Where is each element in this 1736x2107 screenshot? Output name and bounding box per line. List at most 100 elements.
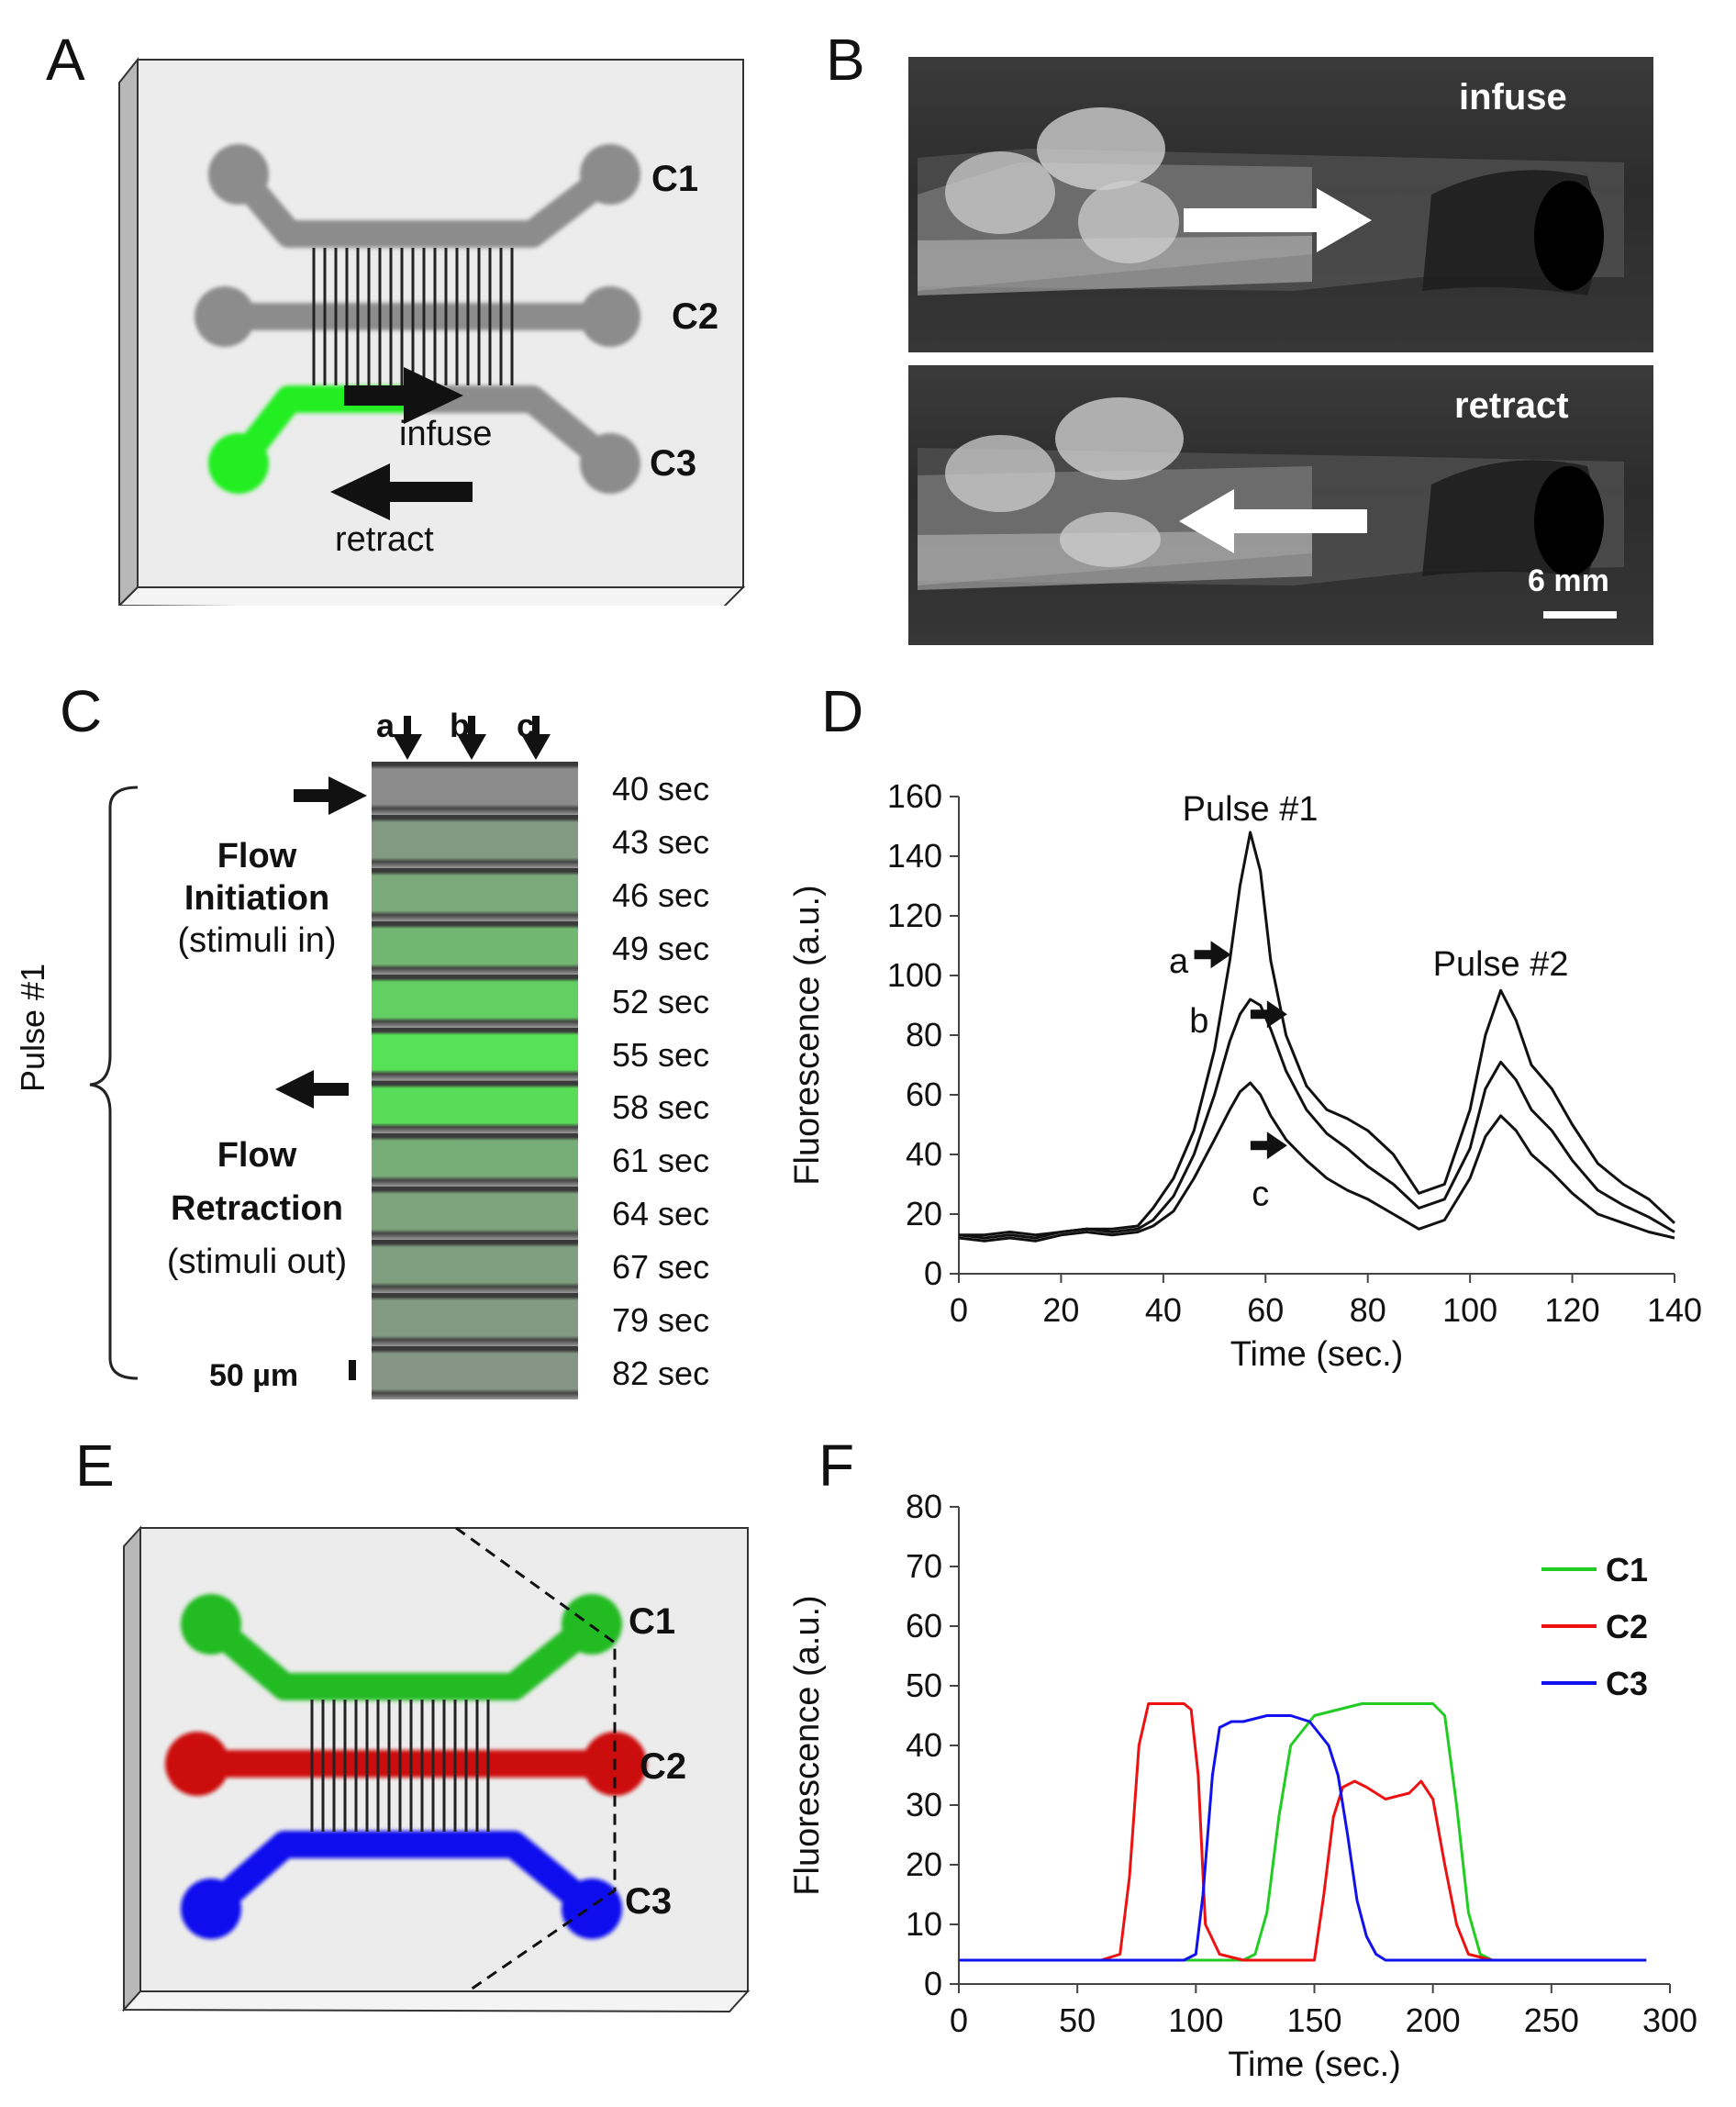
photo-infuse: infuse (908, 57, 1653, 352)
chart-d: 0 20 40 60 80 100 120 140 160 0 20 40 60 80 100 120 140 T… (788, 777, 1702, 1374)
y-tick-label: 100 (887, 956, 942, 994)
infuse-arrow (344, 367, 463, 424)
x-tick-label: 300 (1642, 2001, 1697, 2039)
initiation-arrow (294, 776, 367, 815)
panel-letter-d: D (821, 678, 864, 744)
scale-label-50um: 50 µm (209, 1358, 299, 1393)
micrograph-strip (372, 1293, 578, 1347)
time-label: 49 sec (612, 929, 710, 967)
x-tick-label: 150 (1286, 2001, 1341, 2039)
chip-diagram-e: C1 C2 C3 (121, 1525, 751, 2013)
annotation-label-a: a (1169, 942, 1189, 981)
micrograph-strip (372, 1080, 578, 1134)
micrograph-strip (372, 1027, 578, 1081)
down-arrow-b (457, 716, 486, 760)
y-tick-label: 50 (906, 1667, 942, 1704)
micrograph-strip (372, 867, 578, 921)
x-tick-label: 20 (1042, 1291, 1079, 1329)
pointer-arrow-c (1250, 1132, 1287, 1160)
photo-infuse-illustration (918, 107, 1624, 295)
x-tick-label: 100 (1168, 2001, 1223, 2039)
micrograph-strip (372, 974, 578, 1028)
micrograph-strip (372, 1346, 578, 1399)
y-axis-label: Fluorescence (a.u.) (788, 885, 827, 1185)
port-c2-left (195, 286, 255, 347)
initiation-title-2: Initiation (184, 879, 330, 918)
port-c2-right (580, 286, 640, 347)
retract-label: retract (335, 520, 434, 559)
column-label-a: a (376, 707, 395, 744)
chip-diagram-a: infuse retract C1 C2 C3 (117, 57, 746, 606)
infuse-photo-label: infuse (1459, 77, 1567, 117)
x-tick-label: 0 (950, 2001, 968, 2039)
pulse-label-c: Pulse #1 (14, 963, 51, 1092)
time-label: 61 sec (612, 1142, 710, 1180)
x-tick-label: 100 (1442, 1291, 1497, 1329)
channel-c1 (228, 163, 619, 248)
x-tick-label: 40 (1145, 1291, 1182, 1329)
annotation-label-b: b (1189, 1002, 1208, 1041)
initiation-sub: (stimuli in) (177, 921, 337, 960)
y-tick-label: 20 (906, 1845, 942, 1883)
x-tick-label: 250 (1524, 2001, 1579, 2039)
time-label: 58 sec (612, 1088, 710, 1127)
series-line-a (959, 831, 1676, 1237)
channel-label-e-c2: C2 (640, 1746, 686, 1787)
annotation-pulse-2: Pulse #2 (1433, 945, 1569, 984)
panel-letter-b: B (826, 27, 865, 93)
port-c3-left-green (208, 433, 269, 494)
micro-channels-e (310, 1700, 490, 1832)
channel-label-e-c3: C3 (625, 1881, 672, 1922)
retraction-title-2: Retraction (171, 1189, 343, 1228)
chip-e-bottom-face (121, 1990, 751, 2013)
pulse-brace (89, 786, 139, 1380)
panel-letter-a: A (46, 27, 85, 93)
port-e-c2-left (165, 1732, 229, 1796)
region-outline-dashed (455, 1526, 617, 1993)
channel-label-e-c1: C1 (629, 1601, 675, 1642)
y-tick-label: 40 (906, 1726, 942, 1764)
series-line-c (958, 1081, 1675, 1243)
y-tick-label: 60 (906, 1076, 942, 1113)
port-c1-left (208, 144, 269, 205)
port-e-c1-left (181, 1594, 241, 1655)
series-line-c2 (959, 1702, 1647, 1962)
y-tick-label: 80 (906, 1488, 942, 1525)
retraction-title-1: Flow (217, 1136, 297, 1175)
infuse-label: infuse (399, 415, 492, 453)
micrograph-strip (372, 814, 578, 868)
series-line-c3 (959, 1714, 1647, 1962)
x-tick-label: 120 (1545, 1291, 1600, 1329)
photo-retract: retract 6 mm (908, 365, 1653, 645)
y-tick-label: 0 (924, 1965, 942, 2002)
micro-channels (312, 248, 514, 385)
x-axis-label: Time (sec.) (1228, 2046, 1401, 2084)
time-label: 82 sec (612, 1354, 710, 1393)
y-tick-label: 30 (906, 1786, 942, 1823)
chart-f: 0 10 20 30 40 50 60 70 80 0 50 100 150 200 250 300 Time … (788, 1488, 1697, 2084)
x-tick-label: 0 (950, 1291, 968, 1329)
pointer-arrow-a (1194, 941, 1231, 969)
scale-bar-6mm (1543, 611, 1617, 619)
micrograph-strips (372, 762, 578, 1399)
flow-initiation-text: Flow Initiation (stimuli in) (138, 835, 376, 962)
chip-e-side-face (123, 1525, 141, 2012)
scale-bar-50um (349, 1360, 356, 1380)
annotation-pulse-1: Pulse #1 (1183, 790, 1319, 829)
chip-bottom-face (117, 586, 746, 606)
x-tick-label: 50 (1059, 2001, 1096, 2039)
scale-label-6mm: 6 mm (1528, 563, 1609, 598)
micrograph-strip (372, 1133, 578, 1187)
time-label: 55 sec (612, 1035, 710, 1074)
legend-label-c3: C3 (1606, 1665, 1648, 1702)
time-label: 64 sec (612, 1195, 710, 1233)
panel-c-arrows (275, 716, 551, 1109)
initiation-title-1: Flow (217, 837, 297, 875)
y-tick-label: 40 (906, 1135, 942, 1173)
time-label: 46 sec (612, 875, 710, 914)
port-e-c3-left (181, 1878, 241, 1939)
y-tick-label: 160 (887, 777, 942, 815)
port-c1-right (580, 144, 640, 205)
down-arrow-a (393, 716, 422, 760)
time-label: 43 sec (612, 822, 710, 861)
